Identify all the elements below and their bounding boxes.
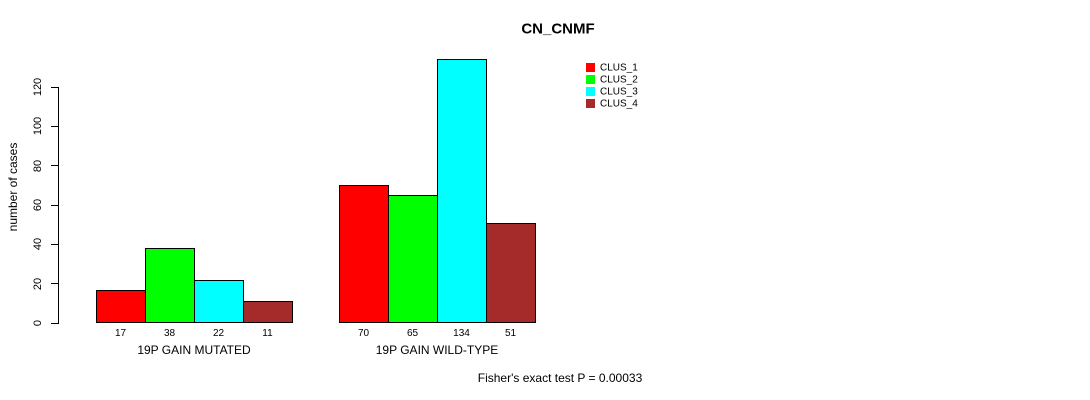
y-axis-tick-label: 20 <box>32 277 44 290</box>
y-axis-tick-label: 80 <box>32 159 44 172</box>
y-axis-tick <box>51 86 58 88</box>
y-axis-tick-label: 40 <box>32 238 44 251</box>
bar-clus-1 <box>96 289 146 323</box>
bar-clus-2 <box>388 195 438 323</box>
legend-label-clus-4: CLUS_4 <box>600 98 638 109</box>
legend-swatch-clus-3 <box>586 87 595 96</box>
y-axis-tick-label: 60 <box>32 198 44 212</box>
bar-clus-3 <box>194 279 244 323</box>
y-axis-tick <box>51 204 58 206</box>
legend-label-clus-1: CLUS_1 <box>600 62 638 73</box>
bar-value-label: 51 <box>504 328 517 339</box>
y-axis-tick <box>51 165 58 167</box>
y-axis-tick <box>51 125 58 127</box>
y-axis-tick <box>51 322 58 324</box>
bar-value-label: 17 <box>114 328 127 339</box>
legend-label-clus-3: CLUS_3 <box>600 86 638 97</box>
bar-clus-4 <box>486 222 536 323</box>
bar-value-label: 65 <box>406 328 419 339</box>
bar-clus-1 <box>339 185 389 323</box>
bar-value-label: 38 <box>163 328 176 339</box>
bar-value-label: 22 <box>212 328 225 339</box>
chart-title: CN_CNMF <box>521 20 595 38</box>
y-axis-tick-label: 120 <box>32 77 44 97</box>
y-axis-tick <box>51 283 58 285</box>
bar-value-label: 11 <box>262 328 273 339</box>
x-axis-group-label: 19P GAIN WILD-TYPE <box>375 343 499 357</box>
y-axis-tick-label: 0 <box>32 319 44 327</box>
y-axis-label: number of cases <box>6 142 20 232</box>
legend-label-clus-2: CLUS_2 <box>600 74 638 85</box>
legend-swatch-clus-2 <box>586 75 595 84</box>
legend-swatch-clus-4 <box>586 99 595 108</box>
fisher-test-annotation: Fisher's exact test P = 0.00033 <box>477 371 643 385</box>
legend-swatch-clus-1 <box>586 63 595 72</box>
bar-clus-2 <box>145 248 195 323</box>
x-axis-group-label: 19P GAIN MUTATED <box>137 343 251 357</box>
bar-clus-4 <box>243 301 293 323</box>
bar-clus-3 <box>437 59 487 323</box>
bar-value-label: 134 <box>453 328 470 339</box>
bar-value-label: 70 <box>357 328 370 339</box>
y-axis-line <box>58 87 59 324</box>
y-axis-tick <box>51 243 58 245</box>
y-axis-tick-label: 100 <box>32 117 44 136</box>
